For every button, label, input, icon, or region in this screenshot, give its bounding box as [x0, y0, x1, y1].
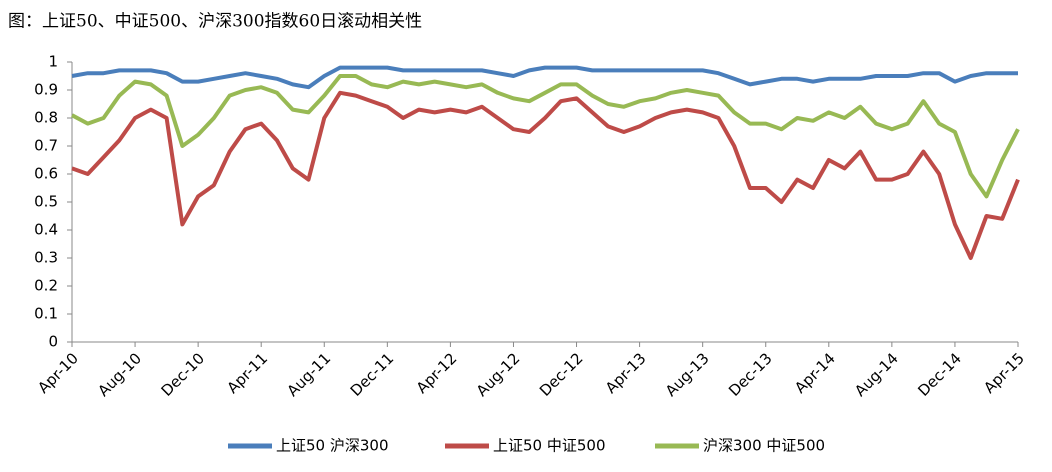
x-tick-label: Apr-10	[34, 349, 82, 397]
legend-label: 上证50 沪深300	[276, 437, 389, 455]
x-tick-label: Apr-15	[980, 349, 1028, 397]
y-tick-label: 0.5	[34, 193, 58, 211]
x-tick-label: Aug-14	[851, 349, 902, 400]
x-tick-label: Dec-14	[914, 349, 965, 400]
x-tick-label: Apr-11	[223, 349, 271, 397]
x-tick-label: Apr-13	[602, 349, 650, 397]
y-tick-label: 0.7	[34, 137, 58, 155]
x-tick-label: Aug-11	[284, 349, 335, 400]
y-tick-label: 0.4	[34, 221, 58, 239]
x-tick-label: Aug-12	[473, 349, 524, 400]
y-tick-label: 0.6	[34, 165, 58, 183]
y-tick-label: 0.9	[34, 81, 58, 99]
x-tick-label: Dec-12	[536, 349, 587, 400]
y-tick-label: 0	[48, 333, 58, 351]
series-line	[71, 65, 1018, 90]
x-tick-label: Dec-10	[158, 349, 209, 400]
y-tick-label: 0.3	[34, 249, 58, 267]
y-tick-label: 1	[48, 53, 58, 71]
chart-title: 图：上证50、中证500、沪深300指数60日滚动相关性	[8, 12, 422, 32]
legend-label: 沪深300 中证500	[703, 437, 825, 455]
y-tick-label: 0.2	[34, 277, 58, 295]
x-tick-label: Apr-14	[791, 349, 839, 397]
series-line	[71, 74, 1020, 199]
x-tick-label: Dec-11	[347, 349, 398, 400]
y-tick-label: 0.1	[34, 305, 58, 323]
x-tick-label: Aug-10	[94, 349, 145, 400]
x-tick-label: Dec-13	[725, 349, 776, 400]
x-tick-label: Aug-13	[662, 349, 713, 400]
x-tick-label: Apr-12	[413, 349, 461, 397]
series-line	[71, 90, 1020, 260]
y-tick-label: 0.8	[34, 109, 58, 127]
legend-label: 上证50 中证500	[493, 437, 606, 455]
